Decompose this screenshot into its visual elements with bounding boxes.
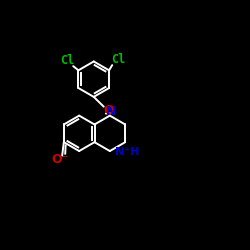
Text: O: O [103,104,114,117]
Text: N⁺H: N⁺H [115,147,140,157]
Text: O⁻: O⁻ [51,154,68,166]
Text: Cl: Cl [60,54,74,68]
Text: N: N [106,104,116,118]
Text: Cl: Cl [111,54,126,66]
